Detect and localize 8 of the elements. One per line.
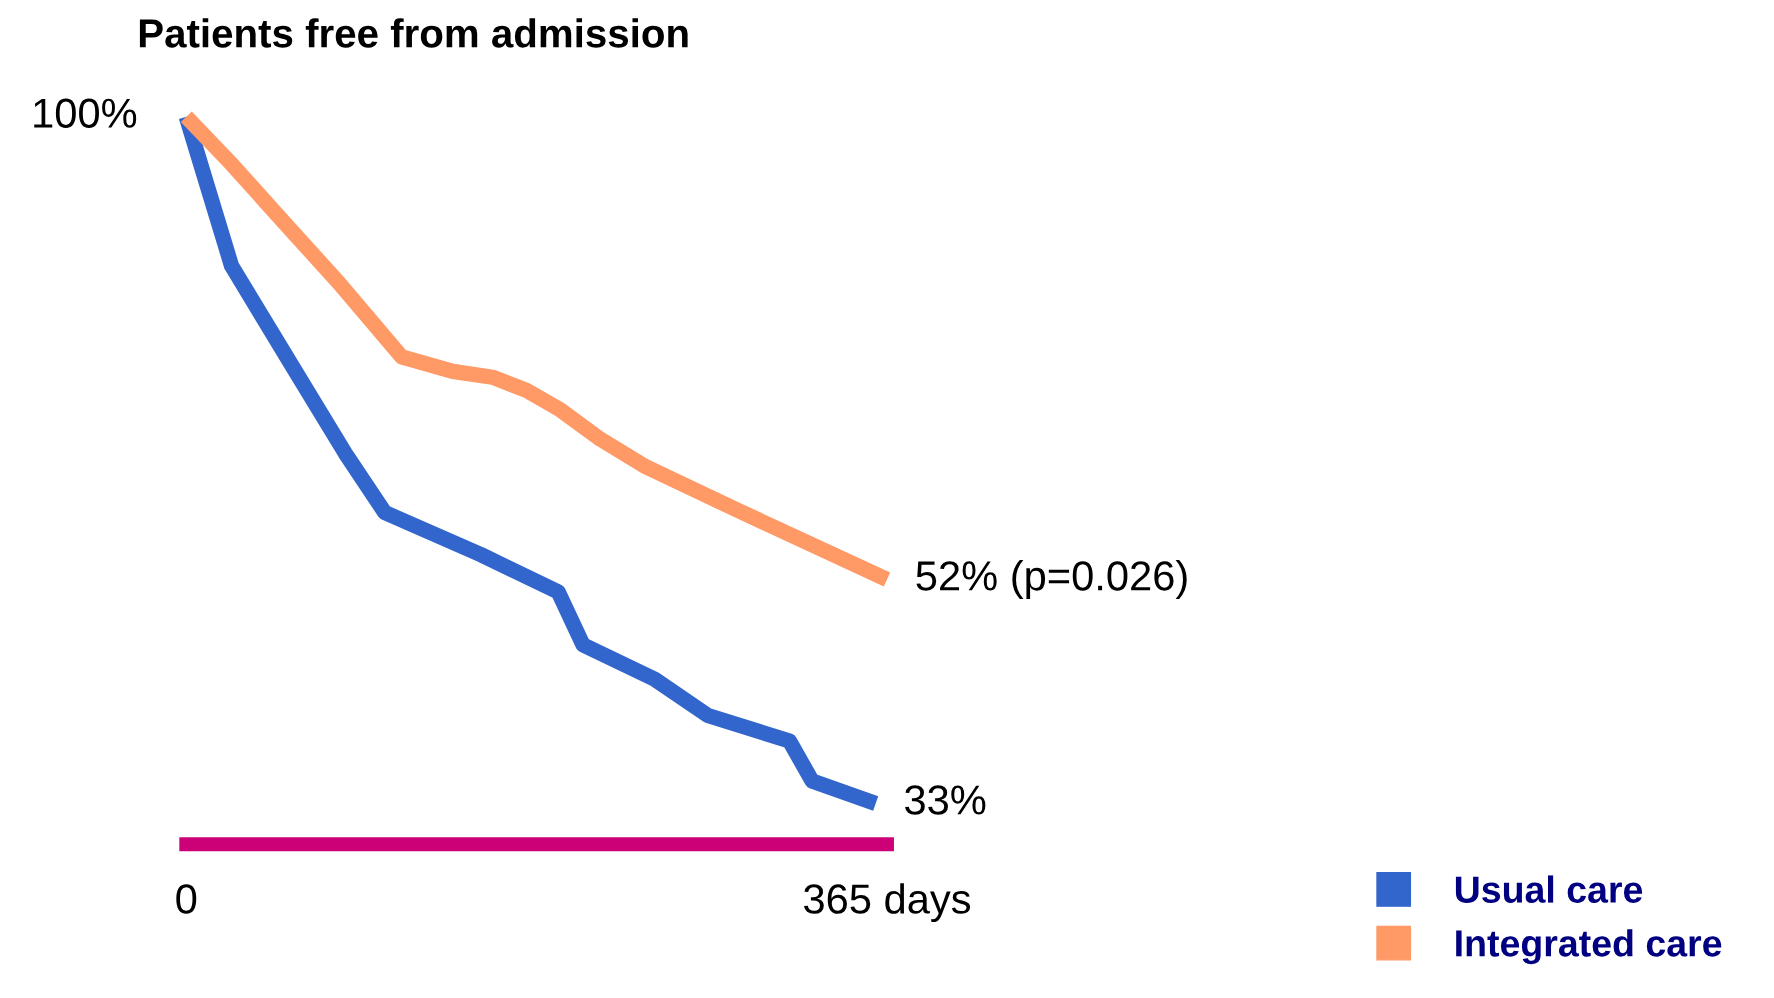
annotation: 52% (p=0.026) bbox=[916, 560, 1187, 599]
chart-title: Patients free from admission bbox=[139, 18, 688, 48]
x-tick-label: 365 days bbox=[804, 883, 971, 923]
legend-label: Integrated care bbox=[1456, 929, 1722, 965]
annotation: 33% bbox=[905, 785, 986, 815]
legend-label: Usual care bbox=[1455, 875, 1643, 903]
x-tick-label: 0 bbox=[176, 884, 197, 914]
annotation: 100% bbox=[34, 98, 137, 128]
